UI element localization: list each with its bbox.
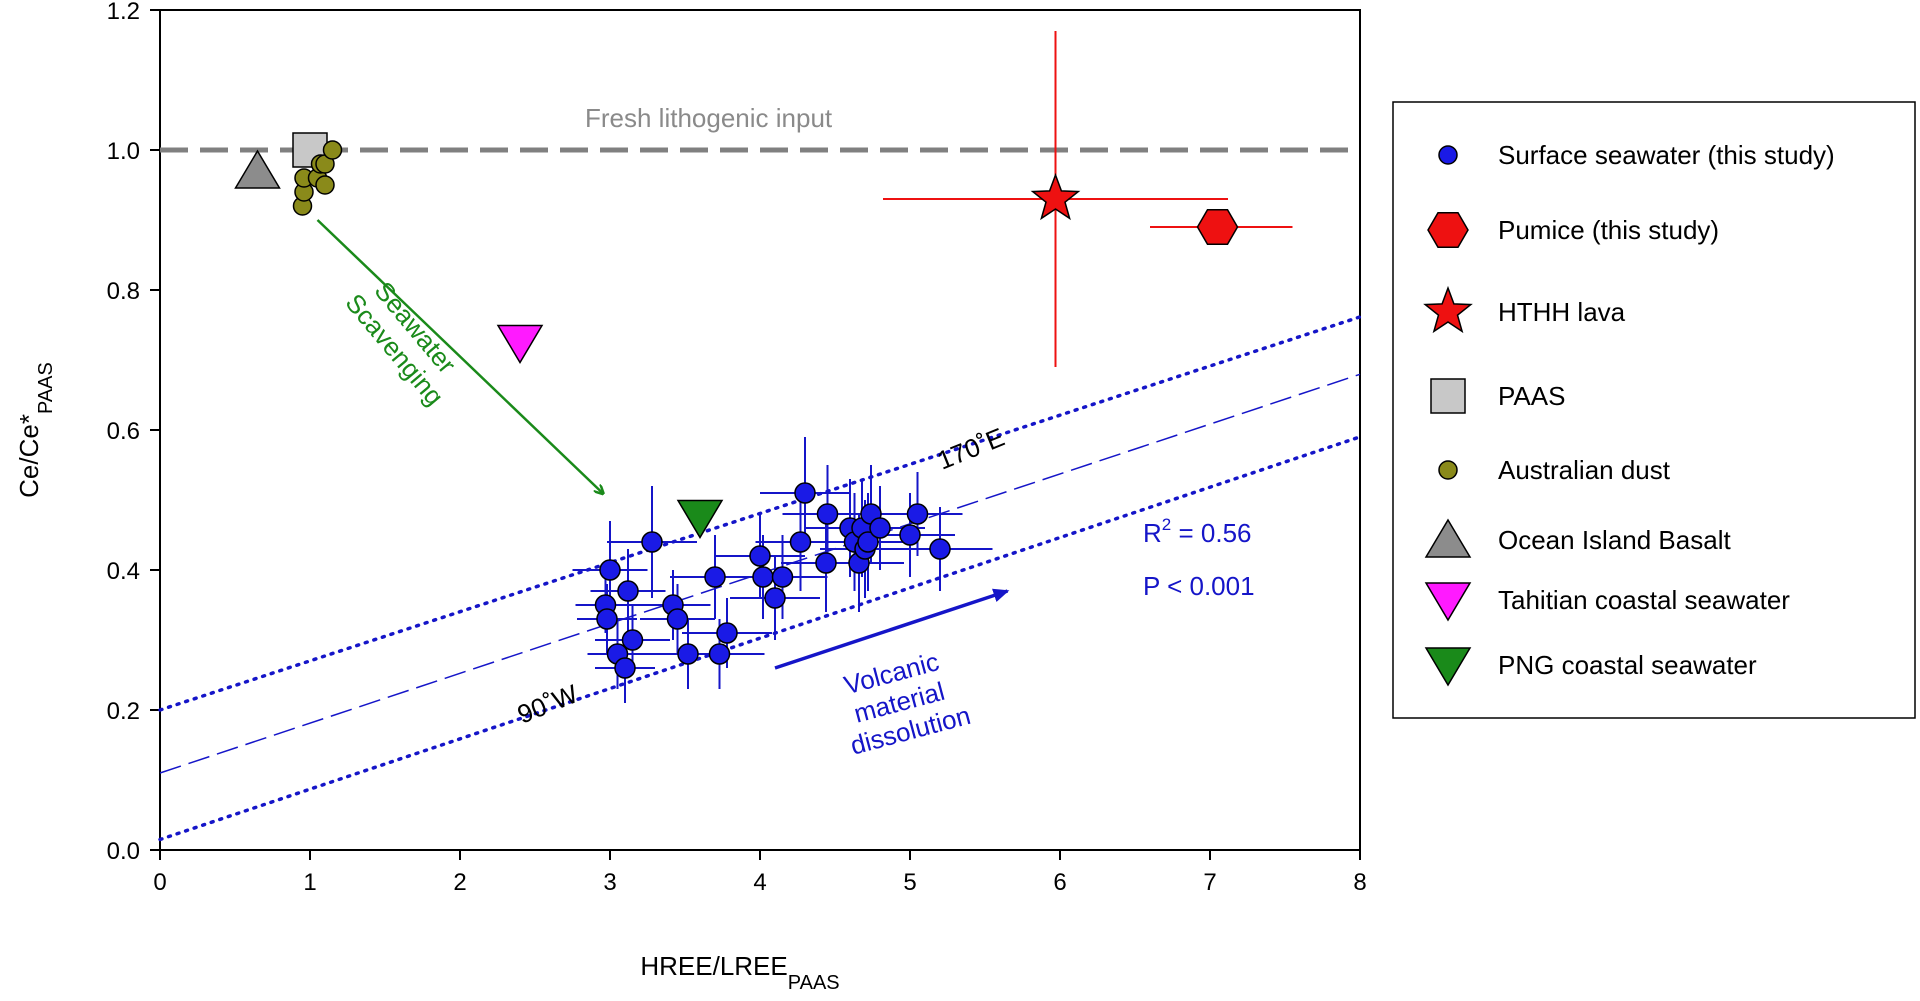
pumice-this-study-point xyxy=(1196,208,1239,246)
y-axis-title-main: Ce/Ce* xyxy=(14,414,44,498)
legend-marker-australian-dust xyxy=(1438,460,1458,480)
surface-seawater-this-study-point xyxy=(617,580,639,602)
r2-label-sup: 2 xyxy=(1162,515,1171,534)
x-tick-label: 6 xyxy=(1053,869,1066,896)
legend-marker-ocean-island-basalt xyxy=(1424,518,1472,558)
y-tick-label: 1.2 xyxy=(107,0,140,25)
surface-seawater-this-study-point xyxy=(677,643,699,665)
y-axis: 0.0 0.2 0.4 0.6 0.8 1.0 1.2 xyxy=(107,0,160,865)
data-markers xyxy=(234,132,1239,679)
x-tick-label: 4 xyxy=(753,869,766,896)
x-tick-label: 3 xyxy=(603,869,616,896)
australian-dust-point xyxy=(322,140,343,160)
legend-marker-paas xyxy=(1430,378,1466,414)
surface-seawater-this-study-point xyxy=(716,622,738,644)
surface-seawater-this-study-point xyxy=(614,657,636,679)
regression-lower-ci-line xyxy=(158,435,1362,842)
legend-label-paas: PAAS xyxy=(1498,381,1565,411)
y-tick-label: 0.4 xyxy=(107,558,140,585)
legend-label-png-coastal-seawater: PNG coastal seawater xyxy=(1498,650,1757,680)
legend-marker-tahitian-coastal-seawater xyxy=(1424,582,1472,622)
label-170E: 170˚E xyxy=(933,422,1009,476)
x-axis-title-sub: PAAS xyxy=(788,972,840,994)
volcanic-dissolution-arrow xyxy=(774,588,1010,670)
surface-seawater-this-study-point xyxy=(771,566,794,588)
surface-seawater-this-study-point xyxy=(869,517,891,539)
regression-upper-ci-line xyxy=(158,315,1362,712)
y-tick-label: 0.0 xyxy=(107,838,140,865)
tahitian-coastal-seawater-point xyxy=(496,324,544,364)
legend-label-pumice-this-study: Pumice (this study) xyxy=(1498,215,1719,245)
legend-label-australian-dust: Australian dust xyxy=(1498,455,1671,485)
surface-seawater-this-study-point xyxy=(599,559,621,581)
x-tick-label: 0 xyxy=(153,869,166,896)
surface-seawater-this-study-point xyxy=(764,587,786,609)
r2-label-r: R xyxy=(1143,518,1162,548)
surface-seawater-this-study-point xyxy=(929,538,951,560)
x-axis-title-main: HREE/LREE xyxy=(640,951,787,981)
seawater-scavenging-arrow xyxy=(316,219,603,493)
p-value-label: P < 0.001 xyxy=(1143,571,1255,601)
legend-marker-surface-seawater-this-study xyxy=(1438,145,1458,165)
legend-marker-png-coastal-seawater xyxy=(1424,647,1472,687)
surface-seawater-this-study-point xyxy=(596,608,618,630)
y-tick-label: 0.8 xyxy=(107,278,140,305)
volcanic-dissolution-label: Volcanic material dissolution xyxy=(832,642,974,761)
surface-seawater-this-study-point xyxy=(621,629,644,651)
y-tick-label: 0.2 xyxy=(107,698,140,725)
x-tick-label: 8 xyxy=(1353,869,1366,896)
y-axis-title-sub: PAAS xyxy=(35,362,57,414)
surface-seawater-this-study-point xyxy=(789,531,812,553)
surface-seawater-this-study-point xyxy=(899,524,921,546)
surface-seawater-this-study-point xyxy=(666,608,689,630)
label-90W: 90˚W xyxy=(513,678,582,729)
y-axis-title: Ce/Ce*PAAS xyxy=(14,362,57,498)
australian-dust-point xyxy=(315,175,335,195)
plot-frame xyxy=(159,9,1361,851)
ocean-island-basalt-point xyxy=(234,149,281,189)
legend-label-surface-seawater-this-study: Surface seawater (this study) xyxy=(1498,140,1835,170)
x-tick-label: 1 xyxy=(303,869,316,896)
x-tick-label: 5 xyxy=(903,869,916,896)
surface-seawater-this-study-point xyxy=(641,531,663,553)
x-tick-label: 7 xyxy=(1203,869,1216,896)
surface-seawater-this-study-point xyxy=(708,643,731,665)
surface-seawater-this-study-point xyxy=(752,566,774,588)
legend-marker-hthh-lava xyxy=(1423,285,1473,334)
legend-label-ocean-island-basalt: Ocean Island Basalt xyxy=(1498,525,1731,555)
seawater-scavenging-label: Seawater Scavenging xyxy=(339,269,472,412)
surface-seawater-this-study-point xyxy=(816,503,839,525)
r2-label: R2 = 0.56 xyxy=(1143,515,1251,548)
surface-seawater-this-study-point xyxy=(857,531,879,553)
surface-seawater-this-study-point xyxy=(704,566,726,588)
hthh-lava-point xyxy=(1030,172,1081,221)
legend-label-hthh-lava: HTHH lava xyxy=(1498,297,1626,327)
x-axis: 0 1 2 3 4 5 6 7 8 xyxy=(153,850,1367,896)
surface-seawater-this-study-point xyxy=(749,545,771,567)
surface-seawater-this-study-point xyxy=(906,503,929,525)
x-axis-title: HREE/LREEPAAS xyxy=(640,951,839,994)
legend-box xyxy=(1392,101,1916,719)
y-tick-label: 1.0 xyxy=(107,138,140,165)
legend-marker-pumice-this-study xyxy=(1427,211,1469,249)
y-tick-label: 0.6 xyxy=(107,418,140,445)
r2-label-value: = 0.56 xyxy=(1171,518,1251,548)
png-coastal-seawater-point xyxy=(676,499,724,539)
legend-label-tahitian-coastal-seawater: Tahitian coastal seawater xyxy=(1498,585,1790,615)
surface-seawater-this-study-point xyxy=(794,482,816,504)
legend: Surface seawater (this study) Pumice (thi… xyxy=(1392,101,1916,719)
fresh-lithogenic-label: Fresh lithogenic input xyxy=(585,103,833,133)
surface-seawater-this-study-point xyxy=(815,552,837,574)
x-tick-label: 2 xyxy=(453,869,466,896)
